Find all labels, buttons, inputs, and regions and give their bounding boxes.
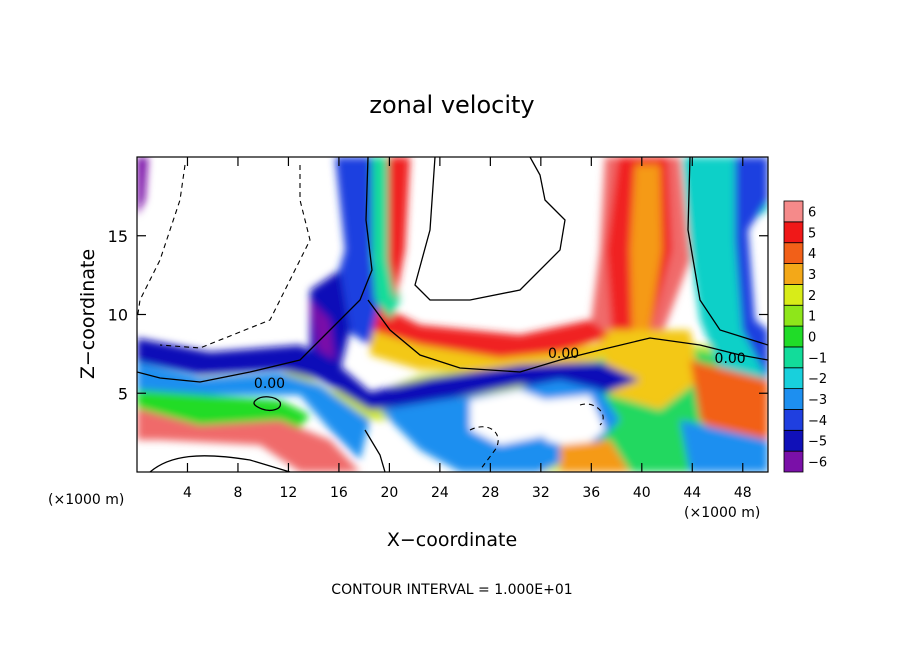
x-tick-label: 44 (683, 485, 701, 501)
contour-label-text: 0.00 (715, 351, 746, 367)
colorbar-swatch (783, 325, 804, 348)
x-tick-label: 12 (280, 485, 298, 501)
heatmap-field: 0.00 0.00 0.00 (137, 157, 768, 472)
colorbar-label: 4 (808, 247, 816, 262)
colorbar-swatch (783, 283, 804, 306)
colorbar-swatch (783, 409, 804, 431)
contour-label: 0.00 (548, 346, 579, 362)
chart-title: zonal velocity (369, 91, 534, 119)
contour-interval-footer: CONTOUR INTERVAL = 1.000E+01 (331, 582, 572, 598)
colorbar-swatch (783, 263, 804, 285)
x-tick-label: 4 (183, 485, 192, 501)
x-axis: 4 8 12 16 20 24 28 32 36 40 44 48 (183, 157, 752, 501)
colorbar-swatch (783, 367, 804, 390)
colorbar: −6 −5 −4 −3 −2 −1 0 1 2 3 4 5 6 (783, 200, 827, 473)
colorbar-swatch (783, 429, 804, 452)
y-tick-label: 10 (108, 306, 128, 325)
y-tick-label: 15 (108, 227, 128, 246)
colorbar-label: −1 (808, 351, 827, 366)
contour-label-text: 0.00 (254, 376, 285, 392)
colorbar-swatch (783, 304, 804, 327)
contour-label: 0.00 (254, 376, 285, 392)
colorbar-label: 3 (808, 268, 816, 283)
colorbar-swatch (783, 450, 804, 473)
colorbar-label: 5 (808, 226, 816, 241)
x-tick-label: 40 (633, 485, 651, 501)
colorbar-label: 1 (808, 310, 816, 325)
colorbar-label: 6 (808, 205, 816, 220)
y-axis: 5 10 15 (108, 227, 768, 403)
x-tick-label: 20 (380, 485, 398, 501)
x-unit-right: (×1000 m) (684, 505, 760, 521)
x-tick-label: 32 (532, 485, 550, 501)
colorbar-label: −3 (808, 393, 827, 408)
x-tick-label: 24 (431, 485, 449, 501)
x-tick-label: 28 (481, 485, 499, 501)
colorbar-swatch (783, 242, 804, 264)
colorbar-swatch (783, 346, 804, 369)
colorbar-swatch (783, 221, 804, 244)
colorbar-label: −5 (808, 435, 827, 450)
x-tick-label: 8 (233, 485, 242, 501)
colorbar-label: 0 (808, 331, 816, 346)
colorbar-label: 2 (808, 289, 816, 304)
x-tick-label: 48 (734, 485, 752, 501)
colorbar-swatch (783, 388, 804, 410)
x-axis-label: X−coordinate (387, 529, 517, 551)
x-unit-left: (×1000 m) (48, 492, 124, 508)
y-tick-label: 5 (118, 384, 128, 403)
x-tick-label: 16 (330, 485, 348, 501)
colorbar-label: −2 (808, 372, 827, 387)
contour-label: 0.00 (715, 351, 746, 367)
x-tick-label: 36 (582, 485, 600, 501)
y-axis-label: Z−coordinate (77, 249, 99, 379)
colorbar-label: −6 (808, 456, 827, 471)
colorbar-swatch (783, 200, 804, 223)
colorbar-label: −4 (808, 414, 827, 429)
contour-label-text: 0.00 (548, 346, 579, 362)
